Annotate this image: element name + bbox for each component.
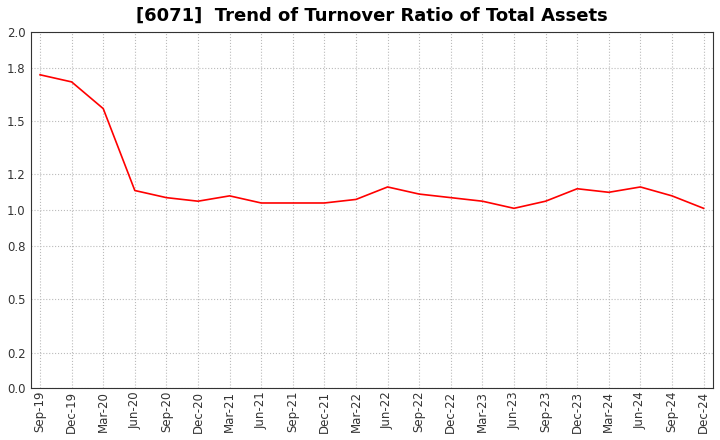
Title: [6071]  Trend of Turnover Ratio of Total Assets: [6071] Trend of Turnover Ratio of Total …	[136, 7, 608, 25]
